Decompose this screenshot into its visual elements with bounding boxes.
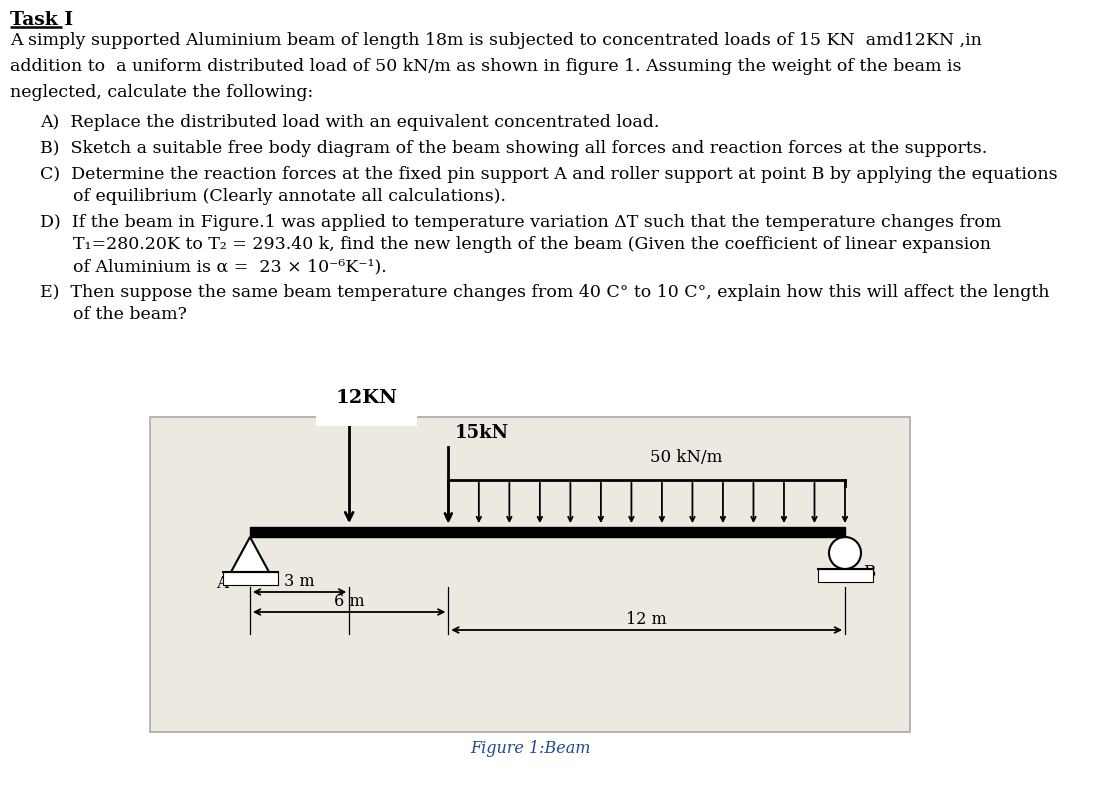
Polygon shape xyxy=(231,537,269,572)
Text: of the beam?: of the beam? xyxy=(40,306,187,323)
Text: 12KN: 12KN xyxy=(335,389,397,407)
Bar xyxy=(818,569,873,582)
Circle shape xyxy=(829,537,861,569)
Text: A: A xyxy=(217,575,227,592)
Bar xyxy=(249,527,845,537)
Text: 3 m: 3 m xyxy=(285,573,315,590)
Text: 15kN: 15kN xyxy=(454,424,509,442)
Text: Task I: Task I xyxy=(10,11,74,29)
Bar xyxy=(222,572,278,585)
Text: of Aluminium is α =  23 × 10⁻⁶K⁻¹).: of Aluminium is α = 23 × 10⁻⁶K⁻¹). xyxy=(40,258,387,275)
Text: E)  Then suppose the same beam temperature changes from 40 C° to 10 C°, explain : E) Then suppose the same beam temperatur… xyxy=(40,284,1050,301)
Text: T₁=280.20K to T₂ = 293.40 k, find the new length of the beam (Given the coeffici: T₁=280.20K to T₂ = 293.40 k, find the ne… xyxy=(40,236,991,253)
Text: B)  Sketch a suitable free body diagram of the beam showing all forces and react: B) Sketch a suitable free body diagram o… xyxy=(40,140,987,157)
Bar xyxy=(222,572,278,585)
Text: A)  Replace the distributed load with an equivalent concentrated load.: A) Replace the distributed load with an … xyxy=(40,114,659,131)
Text: 6 m: 6 m xyxy=(334,593,365,610)
Text: 12 m: 12 m xyxy=(626,611,667,628)
Text: neglected, calculate the following:: neglected, calculate the following: xyxy=(10,84,313,101)
Text: 50 kN/m: 50 kN/m xyxy=(651,449,723,466)
Text: C)  Determine the reaction forces at the fixed pin support A and roller support : C) Determine the reaction forces at the … xyxy=(40,166,1057,183)
Text: addition to  a uniform distributed load of 50 kN/m as shown in figure 1. Assumin: addition to a uniform distributed load o… xyxy=(10,58,962,75)
Text: B: B xyxy=(863,564,875,581)
Text: Figure 1:Beam: Figure 1:Beam xyxy=(469,740,590,757)
Text: A simply supported Aluminium beam of length 18m is subjected to concentrated loa: A simply supported Aluminium beam of len… xyxy=(10,32,981,49)
Bar xyxy=(818,569,873,582)
FancyBboxPatch shape xyxy=(149,417,910,732)
Text: D)  If the beam in Figure.1 was applied to temperature variation ΔT such that th: D) If the beam in Figure.1 was applied t… xyxy=(40,214,1001,231)
Text: of equilibrium (Clearly annotate all calculations).: of equilibrium (Clearly annotate all cal… xyxy=(40,188,506,205)
